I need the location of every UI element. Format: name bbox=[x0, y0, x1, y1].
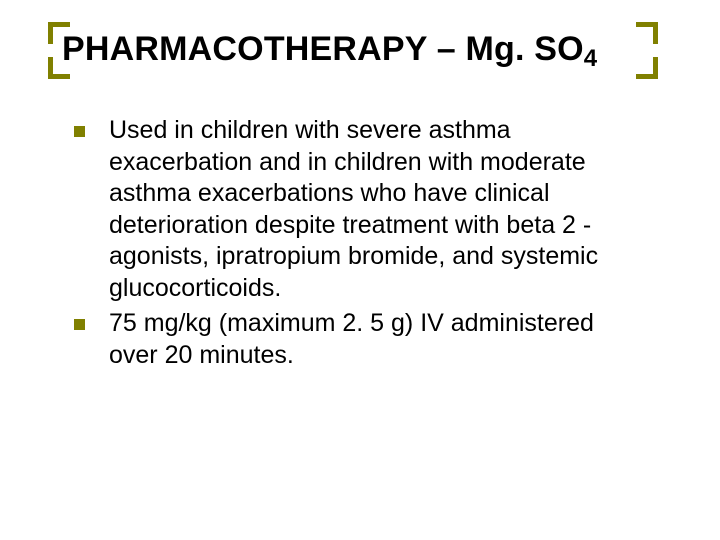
bullet-list: Used in children with severe asthma exac… bbox=[48, 115, 672, 371]
bullet-text: 75 mg/kg (maximum 2. 5 g) IV administere… bbox=[109, 308, 649, 371]
bracket-corner-icon bbox=[636, 57, 658, 79]
title-subscript: 4 bbox=[584, 45, 598, 72]
title-text: PHARMACOTHERAPY – Mg. SO bbox=[62, 30, 584, 68]
slide-title: PHARMACOTHERAPY – Mg. SO4 bbox=[62, 30, 644, 69]
bracket-corner-icon bbox=[636, 22, 658, 44]
bracket-corner-icon bbox=[48, 57, 70, 79]
list-item: Used in children with severe asthma exac… bbox=[74, 115, 672, 304]
square-bullet-icon bbox=[74, 126, 85, 137]
list-item: 75 mg/kg (maximum 2. 5 g) IV administere… bbox=[74, 308, 672, 371]
square-bullet-icon bbox=[74, 319, 85, 330]
bullet-text: Used in children with severe asthma exac… bbox=[109, 115, 649, 304]
bracket-corner-icon bbox=[48, 22, 70, 44]
title-container: PHARMACOTHERAPY – Mg. SO4 bbox=[48, 22, 658, 79]
slide: PHARMACOTHERAPY – Mg. SO4 Used in childr… bbox=[0, 0, 720, 540]
